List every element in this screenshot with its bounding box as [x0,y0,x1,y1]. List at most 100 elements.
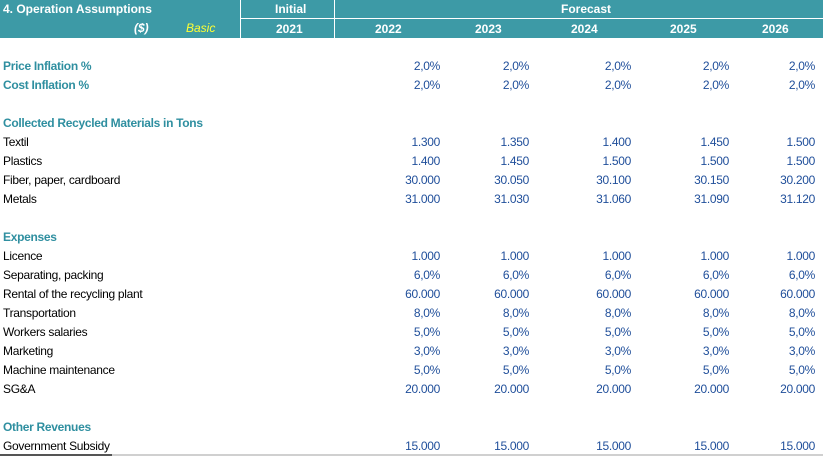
expense-row-value[interactable]: 60.000 [494,287,529,301]
expense-row-value[interactable]: 5,0% [702,325,729,339]
materials-section-title: Collected Recycled Materials in Tons [3,116,203,130]
expense-row-label: Marketing [3,344,53,358]
expense-row-value[interactable]: 6,0% [788,268,815,282]
column-divider [334,0,335,38]
expense-row-value[interactable]: 5,0% [502,363,529,377]
expense-row-value[interactable]: 6,0% [604,268,631,282]
material-row-value[interactable]: 1.500 [786,135,815,149]
material-row-value[interactable]: 1.300 [411,135,440,149]
year-2021: 2021 [276,22,303,36]
material-row-value[interactable]: 31.000 [405,192,440,206]
expense-row-value[interactable]: 1.000 [500,249,529,263]
expense-row-value[interactable]: 6,0% [702,268,729,282]
price-inflation-value[interactable]: 2,0% [702,59,729,73]
material-row-value[interactable]: 1.500 [602,154,631,168]
other-revenue-row-value[interactable]: 15.000 [780,439,815,453]
cost-inflation-value[interactable]: 2,0% [604,78,631,92]
material-row-value[interactable]: 31.090 [694,192,729,206]
expense-row-value[interactable]: 60.000 [596,287,631,301]
other-revenue-row-value[interactable]: 15.000 [596,439,631,453]
expense-row-value[interactable]: 60.000 [405,287,440,301]
expense-row-value[interactable]: 3,0% [604,344,631,358]
scenario-label[interactable]: Basic [186,21,216,35]
expense-row-value[interactable]: 8,0% [413,306,440,320]
expense-row-value[interactable]: 20.000 [494,382,529,396]
expense-row-value[interactable]: 5,0% [502,325,529,339]
expense-row-value[interactable]: 6,0% [502,268,529,282]
cost-inflation-value[interactable]: 2,0% [413,78,440,92]
other-revenue-row-label: Government Subsidy [3,439,110,453]
material-row-label: Metals [3,192,37,206]
expense-row-value[interactable]: 3,0% [788,344,815,358]
year-2022: 2022 [375,22,402,36]
forecast-label: Forecast [561,2,612,16]
expense-row-value[interactable]: 6,0% [413,268,440,282]
currency-label: ($) [134,21,149,35]
price-inflation-value[interactable]: 2,0% [788,59,815,73]
material-row-value[interactable]: 31.120 [780,192,815,206]
material-row-value[interactable]: 31.030 [494,192,529,206]
expense-row-value[interactable]: 8,0% [702,306,729,320]
expense-row-value[interactable]: 3,0% [502,344,529,358]
expense-row-value[interactable]: 20.000 [596,382,631,396]
year-2023: 2023 [475,22,502,36]
material-row-value[interactable]: 1.400 [411,154,440,168]
year-2025: 2025 [670,22,697,36]
expense-row-value[interactable]: 1.000 [411,249,440,263]
cost-inflation-value[interactable]: 2,0% [788,78,815,92]
expense-row-value[interactable]: 60.000 [694,287,729,301]
expense-row-value[interactable]: 5,0% [702,363,729,377]
column-divider [240,0,241,38]
material-row-value[interactable]: 1.450 [500,154,529,168]
expense-row-value[interactable]: 60.000 [780,287,815,301]
expense-row-label: Separating, packing [3,268,104,282]
material-row-label: Plastics [3,154,42,168]
expense-row-value[interactable]: 1.000 [786,249,815,263]
expense-row-value[interactable]: 5,0% [788,325,815,339]
material-row-value[interactable]: 30.150 [694,173,729,187]
expense-row-label: Licence [3,249,43,263]
expense-row-value[interactable]: 8,0% [788,306,815,320]
expense-row-value[interactable]: 8,0% [604,306,631,320]
expense-row-value[interactable]: 1.000 [602,249,631,263]
expense-row-value[interactable]: 20.000 [405,382,440,396]
year-2024: 2024 [571,22,598,36]
other-revenue-row-value[interactable]: 15.000 [494,439,529,453]
expense-row-value[interactable]: 5,0% [604,325,631,339]
material-row-value[interactable]: 1.400 [602,135,631,149]
price-inflation-value[interactable]: 2,0% [502,59,529,73]
material-row-value[interactable]: 1.450 [700,135,729,149]
material-row-value[interactable]: 30.100 [596,173,631,187]
cost-inflation-value[interactable]: 2,0% [502,78,529,92]
price-inflation-value[interactable]: 2,0% [604,59,631,73]
material-row-value[interactable]: 1.500 [786,154,815,168]
material-row-value[interactable]: 1.500 [700,154,729,168]
cost-inflation-value[interactable]: 2,0% [702,78,729,92]
cost-inflation-label: Cost Inflation % [3,78,89,92]
material-row-value[interactable]: 30.200 [780,173,815,187]
initial-label: Initial [275,2,307,16]
expense-row-value[interactable]: 1.000 [700,249,729,263]
price-inflation-value[interactable]: 2,0% [413,59,440,73]
expense-row-label: Transportation [3,306,76,320]
other-revenue-row-value[interactable]: 15.000 [405,439,440,453]
expense-row-value[interactable]: 3,0% [413,344,440,358]
material-row-value[interactable]: 31.060 [596,192,631,206]
year-2026: 2026 [762,22,789,36]
expense-row-value[interactable]: 20.000 [780,382,815,396]
sheet-title: 4. Operation Assumptions [3,2,152,16]
other-revenue-row-value[interactable]: 15.000 [694,439,729,453]
expense-row-value[interactable]: 5,0% [604,363,631,377]
expense-row-label: Machine maintenance [3,363,115,377]
material-row-value[interactable]: 1.350 [500,135,529,149]
expense-row-value[interactable]: 3,0% [702,344,729,358]
expense-row-value[interactable]: 5,0% [413,363,440,377]
expense-row-value[interactable]: 5,0% [788,363,815,377]
material-row-label: Fiber, paper, cardboard [3,173,121,187]
material-row-value[interactable]: 30.000 [405,173,440,187]
expense-row-value[interactable]: 20.000 [694,382,729,396]
header-bar: 4. Operation Assumptions Initial Forecas… [0,0,823,38]
expense-row-value[interactable]: 8,0% [502,306,529,320]
material-row-value[interactable]: 30.050 [494,173,529,187]
expense-row-value[interactable]: 5,0% [413,325,440,339]
